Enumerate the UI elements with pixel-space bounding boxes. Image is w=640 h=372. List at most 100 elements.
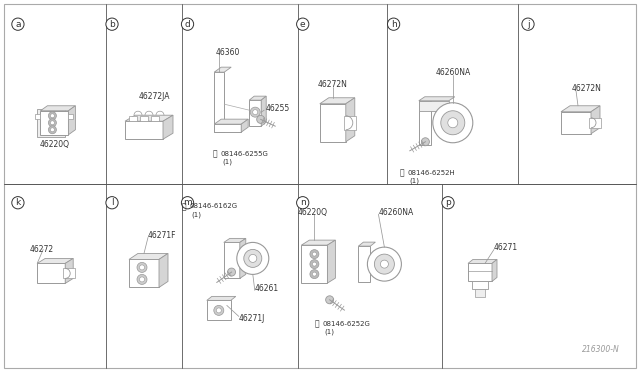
Polygon shape xyxy=(249,100,261,126)
Polygon shape xyxy=(129,253,168,259)
Text: 46360: 46360 xyxy=(215,48,239,57)
Text: Ⓢ: Ⓢ xyxy=(314,320,319,328)
Text: 46271: 46271 xyxy=(494,243,518,252)
Text: 08146-6252G: 08146-6252G xyxy=(323,321,371,327)
Text: k: k xyxy=(15,198,20,207)
Polygon shape xyxy=(37,263,65,283)
Text: m: m xyxy=(183,198,192,207)
Circle shape xyxy=(421,138,429,146)
Text: Ⓢ: Ⓢ xyxy=(182,202,186,211)
Text: 46220Q: 46220Q xyxy=(40,140,69,149)
Circle shape xyxy=(228,268,236,276)
Polygon shape xyxy=(125,121,163,139)
Polygon shape xyxy=(419,101,449,111)
Circle shape xyxy=(312,262,316,266)
Polygon shape xyxy=(492,259,497,282)
Polygon shape xyxy=(475,289,485,298)
Text: 216300-N: 216300-N xyxy=(582,345,620,354)
Polygon shape xyxy=(125,115,173,121)
Circle shape xyxy=(312,252,316,256)
Polygon shape xyxy=(261,96,266,126)
Text: Ⓢ: Ⓢ xyxy=(212,150,217,159)
Circle shape xyxy=(140,277,145,282)
Polygon shape xyxy=(35,114,40,119)
Circle shape xyxy=(237,243,269,275)
Polygon shape xyxy=(468,259,497,263)
Text: 46272N: 46272N xyxy=(318,80,348,89)
Circle shape xyxy=(326,296,333,304)
Polygon shape xyxy=(207,301,231,320)
Text: 46255: 46255 xyxy=(265,104,289,113)
Polygon shape xyxy=(249,96,266,100)
Circle shape xyxy=(49,112,56,120)
Polygon shape xyxy=(589,118,601,128)
Polygon shape xyxy=(344,116,356,130)
Circle shape xyxy=(137,275,147,285)
Polygon shape xyxy=(472,282,488,289)
Polygon shape xyxy=(224,238,246,243)
Text: j: j xyxy=(527,20,529,29)
Circle shape xyxy=(51,121,54,125)
Circle shape xyxy=(49,126,56,134)
Polygon shape xyxy=(63,269,76,278)
Polygon shape xyxy=(346,98,355,142)
Polygon shape xyxy=(214,124,241,132)
Polygon shape xyxy=(140,116,148,121)
Circle shape xyxy=(257,115,265,124)
Polygon shape xyxy=(129,259,159,288)
Circle shape xyxy=(448,118,458,128)
Text: l: l xyxy=(111,198,113,207)
Circle shape xyxy=(310,250,319,259)
Polygon shape xyxy=(68,114,74,119)
Polygon shape xyxy=(240,238,246,278)
Circle shape xyxy=(310,270,319,279)
Circle shape xyxy=(441,111,465,135)
Polygon shape xyxy=(163,115,173,139)
Polygon shape xyxy=(214,67,231,72)
Text: (1): (1) xyxy=(324,329,335,336)
Text: (1): (1) xyxy=(222,159,232,166)
Text: 46272: 46272 xyxy=(29,245,53,254)
Polygon shape xyxy=(591,106,600,134)
Circle shape xyxy=(374,254,394,274)
Text: (1): (1) xyxy=(410,177,420,184)
Polygon shape xyxy=(207,296,236,301)
Text: a: a xyxy=(15,20,20,29)
Circle shape xyxy=(244,249,262,267)
Circle shape xyxy=(249,254,257,262)
Text: 46260NA: 46260NA xyxy=(378,208,413,217)
Text: b: b xyxy=(109,20,115,29)
Polygon shape xyxy=(224,243,240,278)
Circle shape xyxy=(367,247,401,281)
Polygon shape xyxy=(241,119,248,132)
Polygon shape xyxy=(468,263,492,282)
Circle shape xyxy=(253,110,258,115)
Polygon shape xyxy=(65,259,73,283)
Text: 46220Q: 46220Q xyxy=(298,208,328,217)
Circle shape xyxy=(140,265,145,270)
Polygon shape xyxy=(37,259,73,263)
Text: n: n xyxy=(300,198,305,207)
Polygon shape xyxy=(320,104,346,142)
Polygon shape xyxy=(561,112,591,134)
Text: d: d xyxy=(185,20,190,29)
Circle shape xyxy=(51,114,54,118)
Circle shape xyxy=(216,308,221,313)
Circle shape xyxy=(51,128,54,132)
Polygon shape xyxy=(561,106,600,112)
Circle shape xyxy=(49,119,56,127)
Text: 46272N: 46272N xyxy=(572,84,602,93)
Polygon shape xyxy=(320,98,355,104)
Polygon shape xyxy=(301,240,335,245)
Text: 08146-6162G: 08146-6162G xyxy=(190,203,238,209)
Polygon shape xyxy=(40,106,76,111)
Polygon shape xyxy=(419,101,431,145)
Text: 08146-6255G: 08146-6255G xyxy=(220,151,268,157)
Text: 08146-6252H: 08146-6252H xyxy=(408,170,456,176)
Text: e: e xyxy=(300,20,305,29)
Text: h: h xyxy=(391,20,396,29)
Circle shape xyxy=(214,305,224,315)
Polygon shape xyxy=(129,116,137,121)
Circle shape xyxy=(250,107,260,117)
Circle shape xyxy=(137,262,147,272)
